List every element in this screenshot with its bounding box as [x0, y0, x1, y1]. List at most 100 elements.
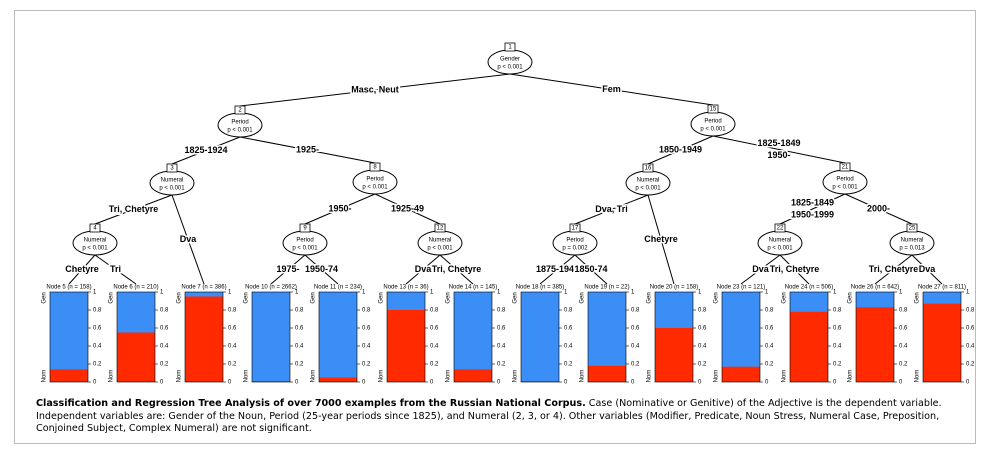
level-label: Nom	[446, 370, 452, 383]
edge-label: Fem	[602, 84, 621, 94]
level-label: Nom	[513, 370, 519, 383]
tick-label: 0.2	[966, 362, 975, 368]
tick-label: 0.4	[899, 344, 908, 350]
node-id: 25	[909, 226, 916, 232]
leaf-bar	[790, 311, 828, 382]
node-p-value: p < 0.001	[635, 186, 661, 192]
node-variable: Numeral	[84, 238, 107, 244]
node-p-value: p < 0.001	[767, 246, 793, 252]
edge	[509, 73, 714, 106]
level-label: Nom	[782, 370, 788, 383]
level-label: Nom	[109, 370, 115, 383]
node-p-value: p < 0.001	[292, 246, 318, 252]
tick-label: 0.4	[564, 344, 573, 350]
tick-label: 0.8	[899, 308, 908, 314]
tick-label: 0.6	[698, 326, 707, 332]
leaf-bar	[521, 381, 559, 382]
tick-label: 0.4	[295, 344, 304, 350]
tick-label: 0.4	[631, 344, 640, 350]
leaf-background	[454, 292, 492, 382]
node-id: 16	[645, 166, 652, 172]
edge	[712, 135, 846, 164]
tick-label: 0.2	[362, 362, 371, 368]
level-label: Gen	[42, 292, 48, 303]
edge	[647, 135, 714, 165]
edge-label: Tri, Chetyre	[109, 204, 159, 214]
tick-label: 1	[899, 290, 903, 296]
edge	[374, 193, 441, 225]
tick-label: 0	[497, 380, 501, 386]
leaf-frame	[721, 291, 761, 383]
leaf-frame	[49, 291, 89, 383]
tick-label: 0	[631, 380, 635, 386]
node-p-value: p < 0.001	[362, 185, 388, 191]
tick-label: 0	[833, 380, 837, 386]
edge	[239, 73, 511, 107]
tick-label: 0.6	[564, 326, 573, 332]
edge-label: Masc, Neut	[351, 84, 399, 94]
level-label: Nom	[647, 370, 653, 383]
leaf-frame	[587, 291, 627, 383]
caption-title: Classification and Regression Tree Analy…	[36, 398, 586, 409]
tick-label: 0.2	[631, 362, 640, 368]
tick-label: 0	[430, 380, 434, 386]
node-id: 21	[842, 165, 849, 171]
tick-label: 0	[765, 380, 769, 386]
frame	[14, 10, 976, 444]
edge	[779, 254, 810, 285]
leaf-label: Node 27 (n = 811)	[918, 285, 966, 291]
leaf-frame	[116, 291, 156, 383]
tick-label: 0.2	[833, 362, 842, 368]
leaf-bar	[588, 365, 626, 382]
level-label: Gen	[714, 292, 720, 303]
node-p-value: p < 0.001	[227, 128, 253, 134]
leaf-label: Node 24 (n = 506)	[785, 285, 834, 291]
edge-label: 1950-	[767, 150, 790, 160]
level-label: Gen	[446, 292, 452, 303]
edge-label: 1825-1849	[757, 138, 800, 148]
tick-label: 1	[295, 290, 299, 296]
node-variable: Period	[366, 177, 383, 183]
tick-label: 0.2	[497, 362, 506, 368]
edge-label: 1975-	[276, 264, 299, 274]
leaf-label: Node 13 (n = 36)	[383, 285, 428, 291]
node-id-box	[299, 223, 311, 233]
level-label: Gen	[915, 292, 921, 303]
edge-label: 2000-	[867, 203, 890, 213]
level-label: Gen	[782, 292, 788, 303]
tick-label: 0.4	[430, 344, 439, 350]
leaf-frame	[855, 291, 895, 383]
node-id: 8	[373, 165, 377, 171]
node-variable: Numeral	[769, 238, 792, 244]
tick-label: 0.8	[564, 308, 573, 314]
tick-label: 1	[765, 290, 769, 296]
tick-label: 0.4	[160, 344, 169, 350]
tick-label: 0.8	[497, 308, 506, 314]
node-id-box	[839, 162, 851, 172]
leaf-label: Node 14 (n = 145)	[449, 285, 498, 291]
node-p-value: p < 0.001	[82, 246, 108, 252]
edge	[574, 194, 649, 225]
tick-label: 1	[430, 290, 434, 296]
tick-label: 0.6	[93, 326, 102, 332]
level-label: Gen	[177, 292, 183, 303]
leaf-bar	[856, 307, 894, 382]
tick-label: 0	[899, 380, 903, 386]
level-label: Nom	[244, 370, 250, 383]
tick-label: 0.8	[228, 308, 237, 314]
tick-label: 0.4	[698, 344, 707, 350]
leaf-frame	[251, 291, 291, 383]
edge-label: 1875-1949	[536, 264, 579, 274]
leaf-background	[521, 292, 559, 382]
leaf-label: Node 7 (n = 386)	[181, 285, 226, 291]
leaf-label: Node 20 (n = 158)	[650, 285, 699, 291]
node-p-value: p < 0.001	[497, 65, 523, 71]
node-variable: Period	[836, 177, 853, 183]
leaf-label: Node 5 (n = 158)	[46, 285, 91, 291]
tick-label: 0.8	[160, 308, 169, 314]
leaf-frame	[654, 291, 694, 383]
leaf-label: Node 10 (n = 2662)	[245, 285, 297, 291]
tick-label: 0.2	[295, 362, 304, 368]
tick-label: 1	[698, 290, 702, 296]
leaf-bar	[387, 310, 425, 382]
